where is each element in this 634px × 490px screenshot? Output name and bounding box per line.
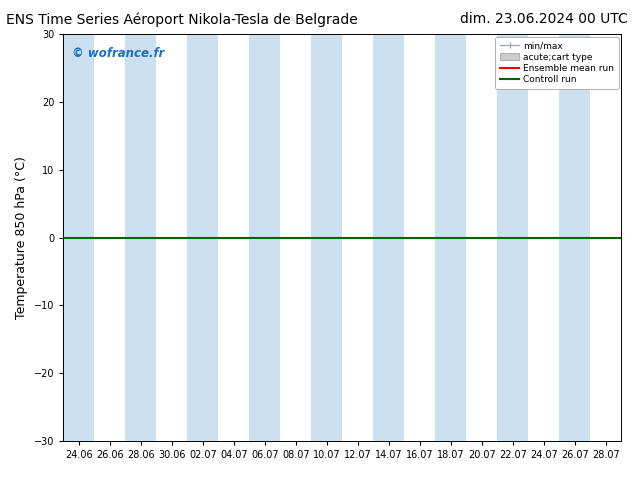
Bar: [436, 34, 467, 441]
Legend: min/max, acute;cart type, Ensemble mean run, Controll run: min/max, acute;cart type, Ensemble mean …: [495, 37, 619, 89]
Text: © wofrance.fr: © wofrance.fr: [72, 47, 164, 59]
Bar: [497, 34, 528, 441]
Bar: [63, 34, 94, 441]
Text: dim. 23.06.2024 00 UTC: dim. 23.06.2024 00 UTC: [460, 12, 628, 26]
Bar: [559, 34, 590, 441]
Bar: [373, 34, 404, 441]
Bar: [188, 34, 218, 441]
Text: ENS Time Series Aéroport Nikola-Tesla de Belgrade: ENS Time Series Aéroport Nikola-Tesla de…: [6, 12, 358, 27]
Y-axis label: Temperature 850 hPa (°C): Temperature 850 hPa (°C): [15, 156, 29, 319]
Bar: [249, 34, 280, 441]
Bar: [311, 34, 342, 441]
Bar: [126, 34, 157, 441]
